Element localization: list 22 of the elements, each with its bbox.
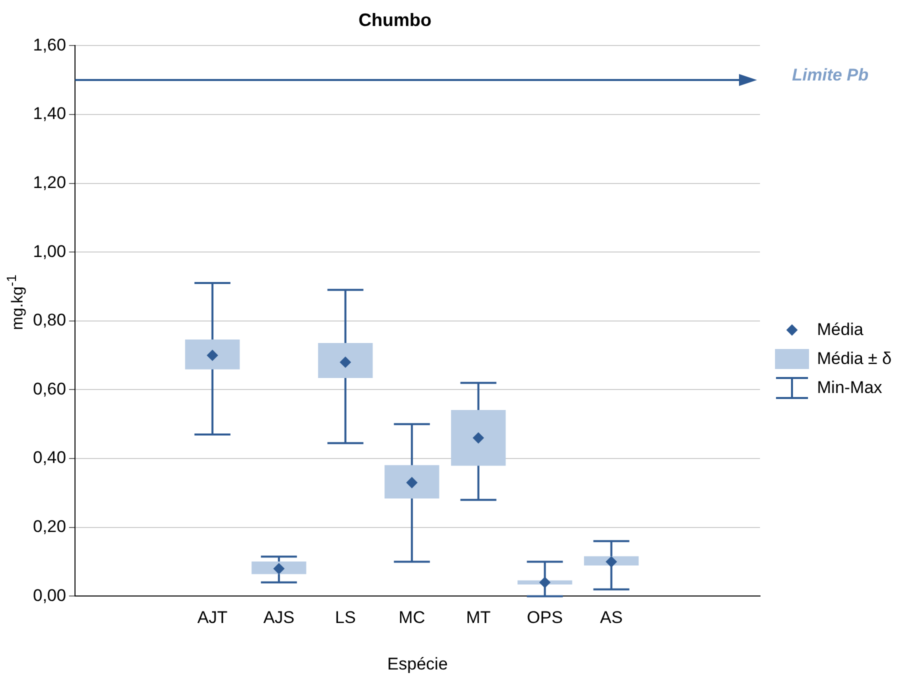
y-tick-label: 1,20 [32, 172, 66, 192]
x-tick-label: AJT [197, 608, 228, 628]
x-tick-label: MC [398, 608, 426, 628]
x-tick-label: OPS [526, 608, 563, 628]
y-tick-label: 0,40 [32, 448, 66, 468]
legend-label: Média [817, 320, 864, 340]
text: Min-Max [817, 378, 882, 398]
y-tick-label: 0,20 [32, 517, 66, 536]
y-tick-label: 0,00 [32, 586, 66, 605]
ref-line-label: Limite Pb [792, 66, 869, 85]
y-tick-label: 1,00 [32, 242, 66, 261]
y-tick-label: 1,60 [32, 35, 66, 54]
y-tick-label: 0,60 [32, 379, 66, 398]
y-tick-label: 1,40 [32, 104, 66, 124]
x-tick-label: MT [466, 608, 491, 628]
legend-label: Média ± δ [817, 348, 892, 368]
x-tick-label: LS [335, 608, 356, 628]
x-axis-title: Espécie [387, 654, 448, 674]
x-tick-label: AJS [263, 608, 295, 628]
chart-title: Chumbo [358, 10, 432, 30]
y-tick-label: 0,80 [32, 310, 66, 330]
x-tick-label: AS [600, 608, 623, 628]
